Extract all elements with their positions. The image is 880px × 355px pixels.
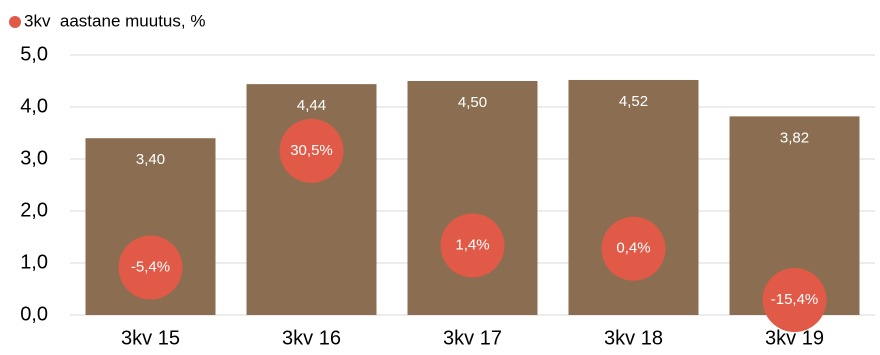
x-tick-label: 3kv 16: [282, 327, 341, 349]
y-tick-label: 4,0: [20, 95, 48, 117]
value-label: 3,40: [136, 151, 165, 168]
y-tick-label: 3,0: [20, 147, 48, 169]
x-tick-label: 3kv 15: [121, 327, 180, 349]
value-label: 4,50: [458, 94, 487, 111]
marker-label: 0,4%: [616, 240, 650, 257]
x-tick-label: 3kv 18: [604, 327, 663, 349]
change-marker: [762, 268, 827, 333]
change-marker: [118, 235, 183, 300]
marker-label: -5,4%: [131, 259, 170, 276]
marker-label: 1,4%: [455, 236, 489, 253]
value-label: 4,44: [297, 97, 326, 114]
y-tick-label: 1,0: [20, 251, 48, 273]
value-label: 4,52: [619, 93, 648, 110]
change-marker: [279, 118, 344, 183]
y-tick-label: 0,0: [20, 303, 48, 325]
y-tick-label: 2,0: [20, 199, 48, 221]
x-tick-label: 3kv 19: [765, 327, 824, 349]
y-tick-label: 5,0: [20, 43, 48, 65]
change-marker: [601, 216, 666, 281]
x-tick-label: 3kv 17: [443, 327, 502, 349]
legend-marker: [9, 16, 21, 28]
value-label: 3,82: [780, 129, 809, 146]
bar: [407, 81, 538, 315]
bar: [246, 84, 377, 316]
legend-label: 3kv aastane muutus, %: [24, 11, 205, 30]
marker-label: -15,4%: [771, 291, 819, 308]
change-marker: [440, 213, 505, 278]
marker-label: 30,5%: [290, 142, 333, 159]
